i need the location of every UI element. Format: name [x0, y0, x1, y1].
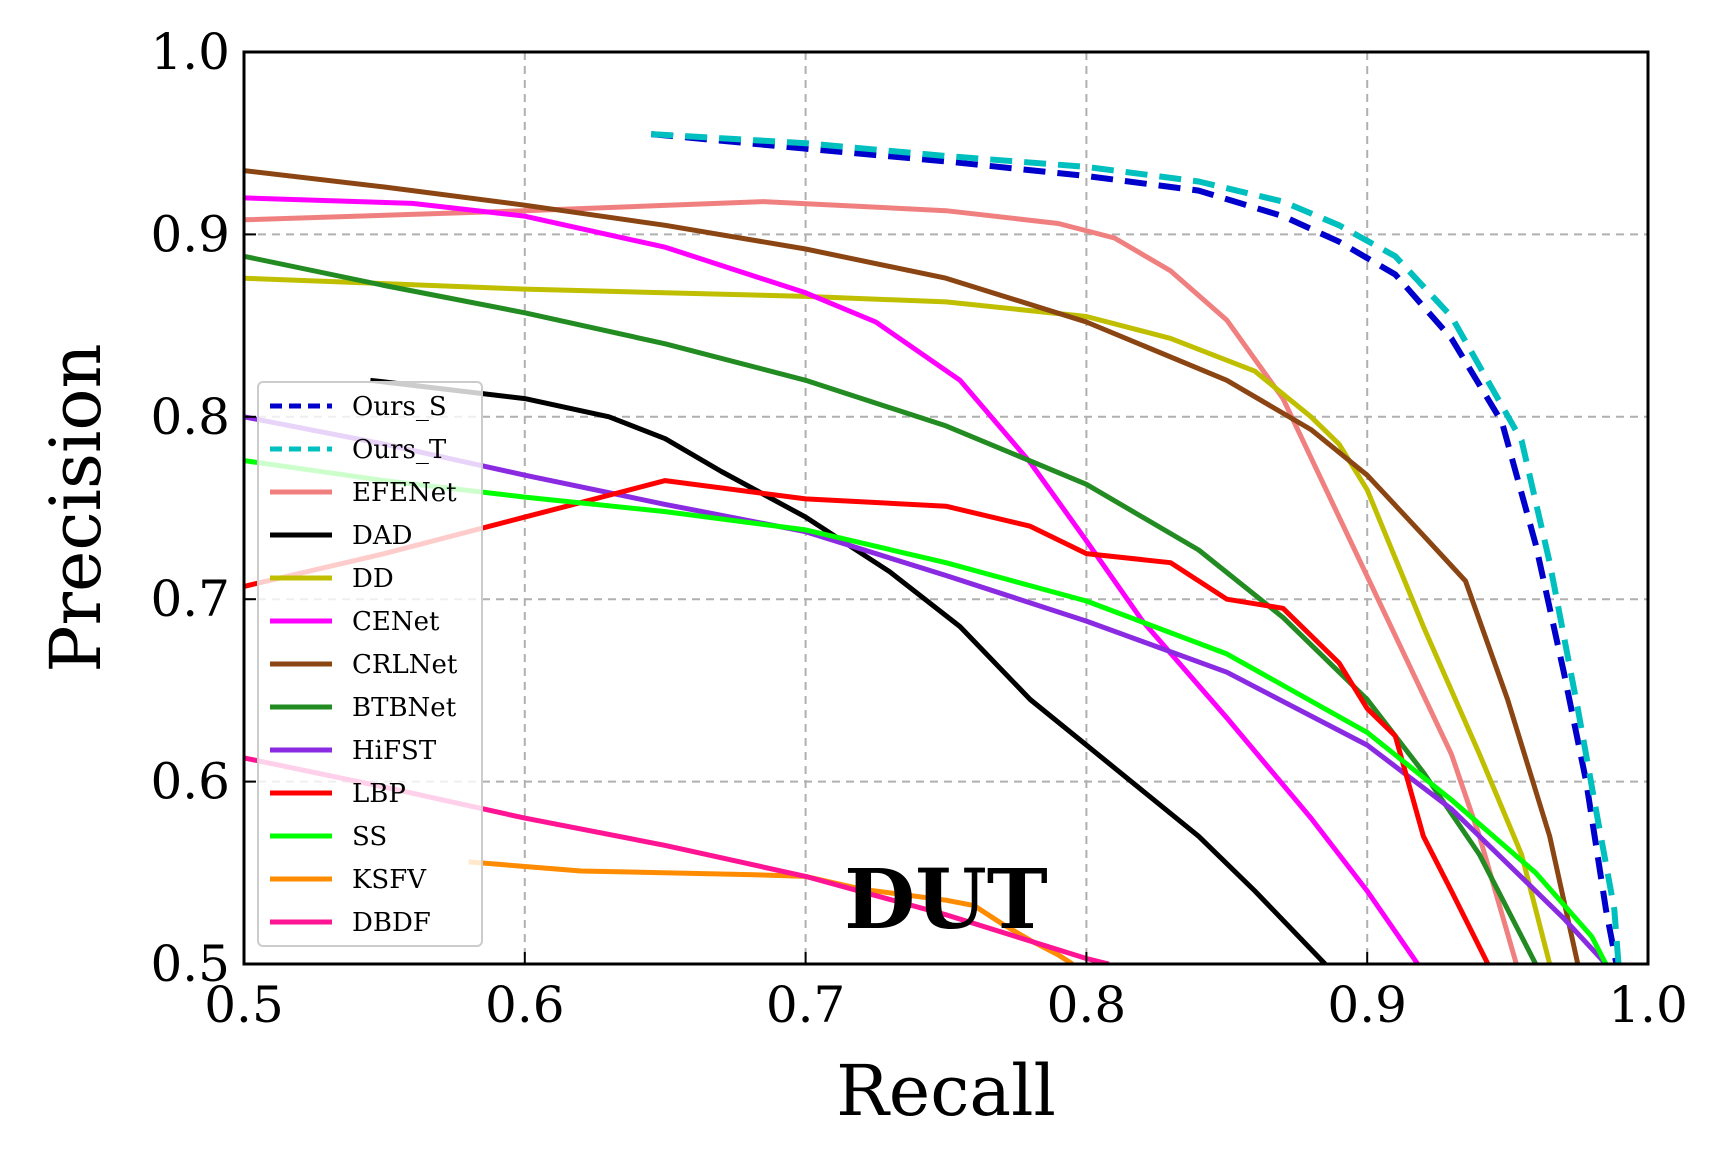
series-line-ss [244, 458, 1609, 964]
series-line-dd [244, 275, 1553, 964]
legend-label-dd: DD [352, 564, 394, 594]
y-tick-label: 0.8 [150, 388, 230, 446]
legend-label-cenet: CENet [352, 607, 440, 637]
series-line-dad [370, 377, 1327, 964]
series-line-cenet [244, 195, 1420, 964]
legend-label-dad: DAD [352, 521, 412, 551]
series-line-btbnet [244, 253, 1538, 964]
series-line-crlnet [244, 168, 1581, 964]
series-line-ours-s [650, 131, 1620, 964]
legend-label-ksfv: KSFV [352, 865, 427, 895]
y-tick-label: 1.0 [150, 23, 230, 81]
x-tick-label: 0.9 [1327, 976, 1407, 1034]
legend-label-lbp: LBP [352, 779, 406, 809]
legend-label-dbdf: DBDF [352, 908, 431, 938]
x-tick-label: 0.5 [204, 976, 284, 1034]
series-line-lbp [244, 478, 1491, 964]
x-tick-label: 0.7 [766, 976, 846, 1034]
axis-ticks: 0.5 0.6 0.7 0.8 0.9 1.0 0.5 0.6 0.7 0.8 0.9 1.0 [150, 23, 1687, 1034]
x-axis-label: Recall [836, 1050, 1056, 1132]
legend-label-ours-s: Ours_S [352, 392, 447, 422]
legend-label-ours-t: Ours_T [352, 435, 447, 465]
y-tick-label: 0.9 [150, 205, 230, 263]
legend-label-ss: SS [352, 822, 387, 852]
plot-frame [242, 50, 1650, 966]
y-tick-label: 0.6 [150, 753, 230, 811]
y-tick-label: 0.7 [150, 570, 230, 628]
series-line-hifst [244, 414, 1608, 964]
legend-label-btbnet: BTBNet [352, 693, 457, 723]
legend-label-crlnet: CRLNet [352, 650, 458, 680]
y-tick-label: 0.5 [150, 935, 230, 993]
x-tick-label: 0.6 [485, 976, 565, 1034]
series-line-efenet [244, 199, 1519, 964]
x-tick-label: 0.8 [1047, 976, 1127, 1034]
series-lines [244, 131, 1622, 964]
chart-annotation: DUT [844, 852, 1048, 948]
legend-box [257, 381, 483, 947]
series-line-ours-t [651, 131, 1622, 964]
legend-label-efenet: EFENet [352, 478, 457, 508]
y-axis-label: Precision [35, 343, 117, 672]
x-tick-label: 1.0 [1608, 976, 1688, 1034]
legend-label-hifst: HiFST [352, 736, 437, 766]
legend: Ours_S Ours_T EFENet DAD DD CENet CRLNet BTBNet… [257, 381, 483, 947]
